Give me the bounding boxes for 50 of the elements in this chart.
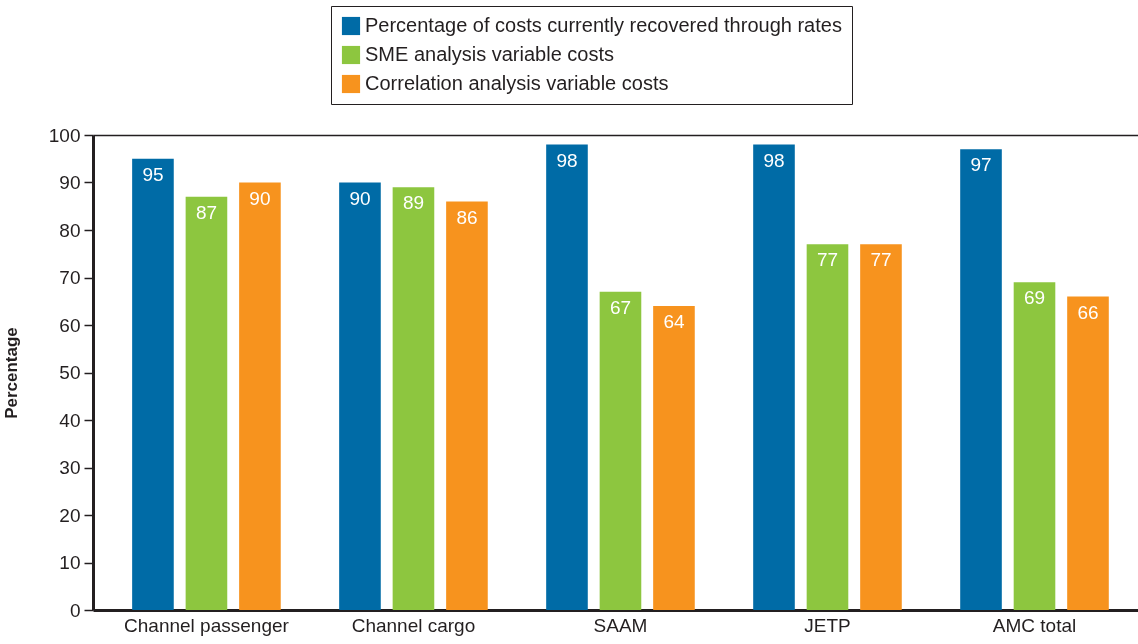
data-label: 67 (609, 296, 632, 318)
data-label: 89 (402, 192, 425, 214)
y-tick-label: 40 (59, 409, 81, 431)
data-label: 66 (1077, 301, 1099, 323)
bar (546, 144, 588, 610)
bar (132, 158, 174, 610)
x-tick-label: Channel cargo (351, 614, 476, 636)
x-tick-label: SAAM (593, 614, 648, 636)
y-tick-label: 90 (59, 172, 81, 193)
y-tick-label: 60 (59, 314, 81, 336)
bar (392, 187, 435, 610)
legend-label: Percentage of costs currently recovered through rates (365, 14, 842, 36)
y-tick-label: 50 (59, 362, 81, 383)
bar (239, 182, 281, 610)
data-label: 98 (556, 149, 578, 171)
y-tick-label: 30 (59, 457, 81, 478)
y-tick-label: 80 (59, 219, 81, 241)
data-label: 95 (142, 163, 164, 185)
y-tick-label: 20 (59, 504, 81, 526)
x-tick-label: Channel passenger (124, 614, 290, 636)
bar (339, 182, 381, 610)
data-label: 90 (249, 187, 271, 209)
legend-label: Correlation analysis variable costs (365, 72, 669, 94)
y-tick-label: 0 (69, 599, 81, 621)
data-label: 87 (195, 201, 218, 223)
x-tick-label: JETP (804, 614, 851, 636)
bar (806, 244, 849, 610)
bar (1013, 282, 1056, 610)
data-label: 77 (816, 249, 839, 271)
y-tick-label: 100 (48, 124, 81, 146)
bar (860, 244, 902, 610)
data-label: 86 (456, 206, 478, 228)
data-label: 98 (763, 149, 785, 171)
legend-label: SME analysis variable costs (365, 43, 614, 65)
x-tick-label: AMC total (992, 614, 1077, 636)
y-tick-label: 10 (59, 552, 81, 573)
bar (753, 144, 795, 610)
y-tick-label: 70 (59, 267, 81, 288)
y-axis-title: Percentage (1, 327, 21, 419)
bar (960, 149, 1002, 610)
bar (599, 291, 642, 610)
data-label: 90 (349, 187, 371, 209)
bar (653, 306, 695, 610)
data-label: 69 (1023, 287, 1046, 309)
data-label: 97 (970, 154, 992, 176)
bar (185, 196, 228, 610)
data-label: 64 (663, 311, 685, 332)
bar (1067, 296, 1109, 610)
data-label: 77 (870, 249, 892, 271)
bar (446, 201, 488, 610)
